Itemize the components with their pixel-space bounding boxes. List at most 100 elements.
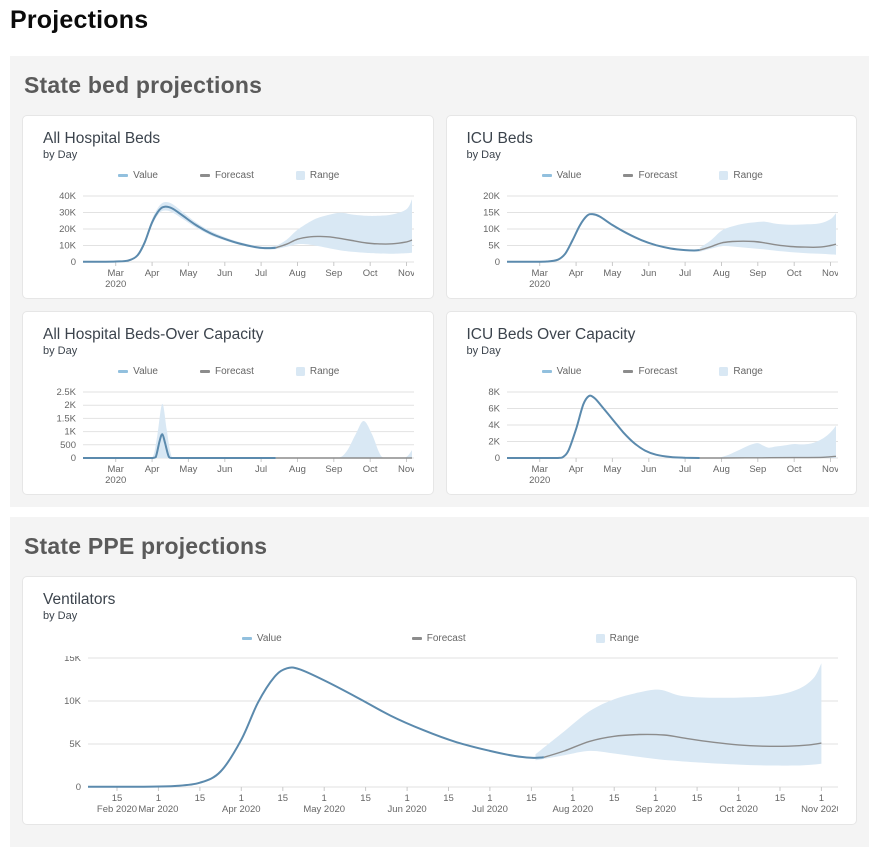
svg-text:May: May — [603, 268, 621, 279]
svg-text:0: 0 — [76, 782, 81, 793]
svg-text:20K: 20K — [59, 224, 77, 235]
chart-canvas-ventilators[interactable]: 0 5K 10K 15K 15 Feb 2020 1 Mar 2020 15 1 Apr 2020 1… — [43, 656, 838, 816]
svg-text:20K: 20K — [483, 191, 501, 202]
svg-text:Aug: Aug — [713, 268, 730, 279]
chart-subtitle: by Day — [43, 149, 78, 161]
chart-title: All Hospital Beds — [43, 130, 161, 147]
svg-text:Oct: Oct — [363, 268, 378, 279]
svg-text:1: 1 — [322, 793, 327, 804]
legend-item-value: Value — [118, 170, 158, 181]
range-swatch-icon — [595, 634, 605, 643]
legend-label-range: Range — [609, 633, 640, 644]
svg-text:Nov: Nov — [822, 268, 838, 279]
legend-label-value: Value — [133, 170, 158, 181]
svg-text:Apr 2020: Apr 2020 — [222, 804, 261, 815]
legend-item-forecast: Forecast — [623, 170, 677, 181]
range-swatch-icon — [719, 171, 729, 180]
forecast-line-icon — [199, 370, 210, 373]
svg-text:Sep: Sep — [325, 268, 342, 279]
svg-text:5K: 5K — [488, 241, 500, 252]
svg-text:Jul: Jul — [679, 268, 691, 279]
value-line-icon — [118, 174, 129, 177]
svg-text:Jun: Jun — [641, 464, 656, 475]
chart-title: Ventilators — [43, 591, 116, 608]
svg-text:1: 1 — [404, 793, 409, 804]
legend-label-forecast: Forecast — [638, 366, 678, 377]
legend-label-forecast: Forecast — [426, 633, 466, 644]
svg-text:May: May — [179, 464, 197, 475]
legend-item-value: Value — [241, 633, 282, 644]
legend-item-forecast: Forecast — [411, 633, 466, 644]
forecast-line-icon — [623, 174, 634, 177]
svg-text:1.5K: 1.5K — [56, 413, 76, 424]
forecast-line-icon — [199, 174, 210, 177]
svg-text:2020: 2020 — [105, 279, 126, 290]
svg-text:Mar: Mar — [108, 268, 124, 279]
legend-item-range: Range — [719, 170, 763, 181]
svg-text:Sep: Sep — [325, 464, 342, 475]
svg-text:15: 15 — [112, 793, 123, 804]
bed-charts-grid: All Hospital Beds by Day Value Forecast … — [22, 115, 857, 495]
svg-text:Oct: Oct — [363, 464, 378, 475]
chart-subtitle: by Day — [466, 345, 501, 357]
svg-text:1: 1 — [819, 793, 824, 804]
chart-canvas-all-hospital-beds-over-capacity[interactable]: 0 500 1K 1.5K 2K 2.5K Mar 2020 Apr May Jun Jul Aug Se… — [43, 386, 415, 486]
svg-text:Mar 2020: Mar 2020 — [138, 804, 178, 815]
svg-text:Apr: Apr — [568, 464, 583, 475]
svg-text:1: 1 — [653, 793, 658, 804]
svg-text:0: 0 — [494, 453, 499, 464]
chart-subtitle: by Day — [43, 345, 78, 357]
svg-text:Jul: Jul — [255, 464, 267, 475]
svg-text:Jun: Jun — [641, 268, 656, 279]
section-state-bed-projections: State bed projections All Hospital Beds … — [10, 56, 869, 507]
svg-text:Aug: Aug — [289, 464, 306, 475]
svg-text:Nov: Nov — [398, 464, 414, 475]
chart-canvas-icu-beds[interactable]: 0 5K 10K 15K 20K Mar 2020 Apr May Jun Jul Aug Sep Oct… — [467, 190, 839, 290]
chart-legend: Value Forecast Range — [43, 633, 838, 644]
svg-text:2020: 2020 — [105, 475, 126, 486]
svg-text:May 2020: May 2020 — [303, 804, 345, 815]
svg-text:10K: 10K — [64, 696, 82, 707]
forecast-line-icon — [411, 637, 422, 640]
svg-text:Nov: Nov — [398, 268, 414, 279]
chart-card-icu-beds: ICU Beds by Day Value Forecast Range 0 5K… — [445, 115, 857, 299]
chart-legend: Value Forecast Range — [43, 170, 415, 181]
chart-legend: Value Forecast Range — [43, 366, 415, 377]
svg-text:15K: 15K — [64, 656, 82, 664]
svg-text:1: 1 — [570, 793, 575, 804]
legend-item-range: Range — [595, 633, 640, 644]
svg-text:2020: 2020 — [529, 475, 550, 486]
svg-text:15: 15 — [195, 793, 206, 804]
range-swatch-icon — [719, 367, 729, 376]
svg-text:Nov 2020: Nov 2020 — [801, 804, 838, 815]
chart-card-ventilators: Ventilators by Day Value Forecast Range … — [22, 576, 857, 825]
svg-text:40K: 40K — [59, 191, 77, 202]
chart-canvas-icu-beds-over-capacity[interactable]: 0 2K 4K 6K 8K Mar 2020 Apr May Jun Jul Aug Sep Oct Nov — [467, 386, 839, 486]
svg-text:May: May — [603, 464, 621, 475]
chart-card-all-hospital-beds: All Hospital Beds by Day Value Forecast … — [22, 115, 434, 299]
value-line-icon — [541, 174, 552, 177]
svg-text:Aug 2020: Aug 2020 — [552, 804, 593, 815]
svg-text:2.5K: 2.5K — [56, 387, 76, 398]
svg-text:15: 15 — [443, 793, 454, 804]
svg-text:Feb 2020: Feb 2020 — [97, 804, 137, 815]
legend-label-range: Range — [733, 366, 763, 377]
svg-text:1K: 1K — [64, 427, 76, 438]
svg-text:30K: 30K — [59, 208, 77, 219]
svg-text:15: 15 — [526, 793, 537, 804]
page-title: Projections — [10, 6, 149, 34]
svg-text:Nov: Nov — [822, 464, 838, 475]
legend-item-forecast: Forecast — [199, 366, 254, 377]
svg-text:15: 15 — [775, 793, 786, 804]
chart-canvas-all-hospital-beds[interactable]: 0 10K 20K 30K 40K Mar 2020 Apr May Jun Jul Aug Sep Oc… — [43, 190, 415, 290]
legend-item-value: Value — [541, 170, 581, 181]
svg-text:8K: 8K — [488, 387, 500, 398]
legend-label-value: Value — [133, 366, 158, 377]
value-line-icon — [241, 637, 252, 640]
legend-item-value: Value — [118, 366, 158, 377]
legend-item-range: Range — [295, 366, 339, 377]
